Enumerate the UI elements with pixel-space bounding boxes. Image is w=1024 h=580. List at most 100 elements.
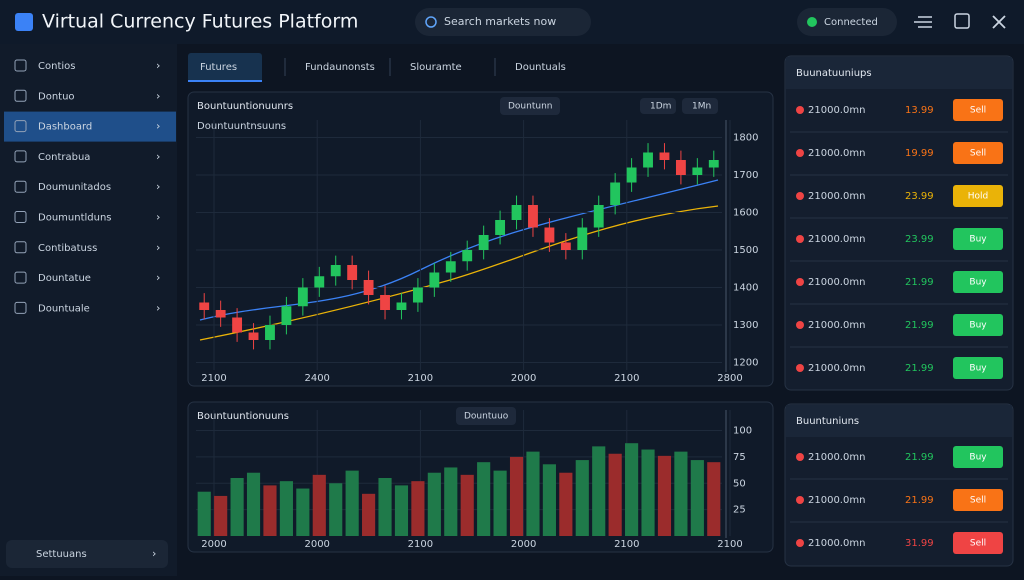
row-change: 21.99 (905, 363, 934, 374)
row-dot (796, 496, 804, 504)
row-change: 21.99 (905, 452, 934, 463)
control[interactable] (682, 98, 718, 114)
badge-text: Dountuuo (464, 412, 509, 422)
volume-bar (427, 472, 441, 536)
tab[interactable]: Fundaunonsts (305, 62, 375, 73)
row-button[interactable] (953, 489, 1003, 511)
candle-body (544, 227, 555, 243)
tab-underline (188, 80, 262, 82)
row-button[interactable] (953, 314, 1003, 336)
order-title: Buunatuuniups (796, 68, 872, 79)
volume-bar (608, 453, 622, 536)
sidebar-icon (14, 211, 27, 223)
row-button-text: Sell (970, 496, 986, 506)
candle-body (478, 235, 489, 250)
row-button-text: Buy (969, 321, 987, 331)
volume-bar (378, 478, 392, 536)
row-price: 21000.0mn (808, 277, 865, 288)
order-header (786, 405, 1012, 437)
row-price: 21000.0mn (808, 320, 865, 331)
sidebar-item[interactable]: Contrabua (38, 152, 90, 163)
sidebar-footer[interactable] (6, 540, 168, 568)
candle-body (692, 167, 703, 175)
control-text: 1Dm (650, 102, 671, 112)
row-button[interactable] (953, 532, 1003, 554)
tab[interactable]: Slouramte (410, 62, 462, 73)
sidebar-item[interactable]: Dountuale (38, 303, 90, 314)
tab[interactable]: Dountuals (515, 62, 566, 73)
candle-body (429, 272, 440, 288)
volume-bar (460, 474, 474, 536)
y-tick-label: 1600 (733, 208, 758, 219)
search-text: Search markets now (444, 15, 556, 28)
volume-bar (526, 451, 540, 536)
row-button[interactable] (953, 99, 1003, 121)
volume-bar (246, 472, 261, 536)
candle-body (593, 205, 604, 228)
volume-bar (641, 449, 655, 536)
search-box[interactable] (415, 8, 591, 36)
row-button[interactable] (953, 185, 1003, 207)
candle-body (560, 242, 571, 250)
chevron: › (152, 547, 156, 560)
row-button[interactable] (953, 228, 1003, 250)
sidebar-icon (14, 120, 27, 133)
candle-body (659, 152, 670, 160)
candle-body (363, 280, 374, 295)
x-tick-label: 2100 (408, 539, 433, 550)
order-panel (784, 403, 1014, 567)
chevron: › (156, 271, 160, 284)
candle-body (281, 306, 292, 325)
candle-body (248, 332, 259, 340)
candle-body (347, 265, 358, 280)
sidebar-item[interactable]: Contios (38, 61, 75, 72)
row-button-text: Buy (969, 453, 987, 463)
row-change: 19.99 (905, 148, 934, 159)
x-tick-label: 2100 (717, 539, 742, 550)
volume-bar (345, 470, 359, 536)
volume-bar (329, 483, 343, 536)
y-tick-label: 100 (733, 426, 752, 437)
sidebar-item[interactable]: Doumunitados (38, 182, 111, 193)
order-panel (784, 55, 1014, 391)
sidebar-item[interactable]: Dontuo (38, 91, 75, 102)
sidebar-item-active[interactable] (4, 111, 176, 142)
x-tick-label: 2100 (408, 373, 433, 384)
chevron: › (156, 120, 160, 133)
y-tick-label: 50 (733, 478, 746, 489)
order-header (786, 57, 1012, 89)
account-text: Connected (824, 17, 878, 28)
volume-bar (509, 456, 524, 536)
row-change: 21.99 (905, 495, 934, 506)
volume-bar (493, 470, 507, 536)
chart-subtitle: Dountuuntnsuuns (197, 121, 286, 132)
row-dot (796, 106, 804, 114)
tab[interactable]: Futures (200, 62, 237, 73)
sidebar-item[interactable]: Dashboard (38, 122, 92, 133)
window-icon[interactable] (954, 13, 970, 29)
row-price: 21000.0mn (808, 452, 865, 463)
candle-body (495, 220, 506, 235)
candle-body (215, 310, 226, 318)
candle-body (445, 261, 456, 273)
row-price: 21000.0mn (808, 495, 865, 506)
row-button[interactable] (953, 446, 1003, 468)
tab-active[interactable] (188, 53, 262, 82)
row-button[interactable] (953, 271, 1003, 293)
control[interactable] (640, 98, 676, 114)
row-button[interactable] (953, 357, 1003, 379)
sidebar-icon (14, 150, 27, 163)
row-button-text: Sell (970, 106, 986, 116)
y-tick-label: 25 (733, 505, 746, 516)
sidebar-item[interactable]: Contibatuss (38, 243, 97, 254)
volume-bar (230, 478, 244, 536)
menu-icon[interactable] (914, 16, 932, 28)
x-tick-label: 2800 (717, 373, 742, 384)
sidebar-item[interactable]: Doumuntlduns (38, 213, 112, 224)
sidebar-item[interactable]: Dountatue (38, 273, 91, 284)
candle-body (232, 317, 243, 333)
close-icon[interactable] (992, 15, 1006, 29)
row-button[interactable] (953, 142, 1003, 164)
sidebar-icon (14, 180, 27, 193)
account-pill[interactable] (797, 8, 897, 36)
